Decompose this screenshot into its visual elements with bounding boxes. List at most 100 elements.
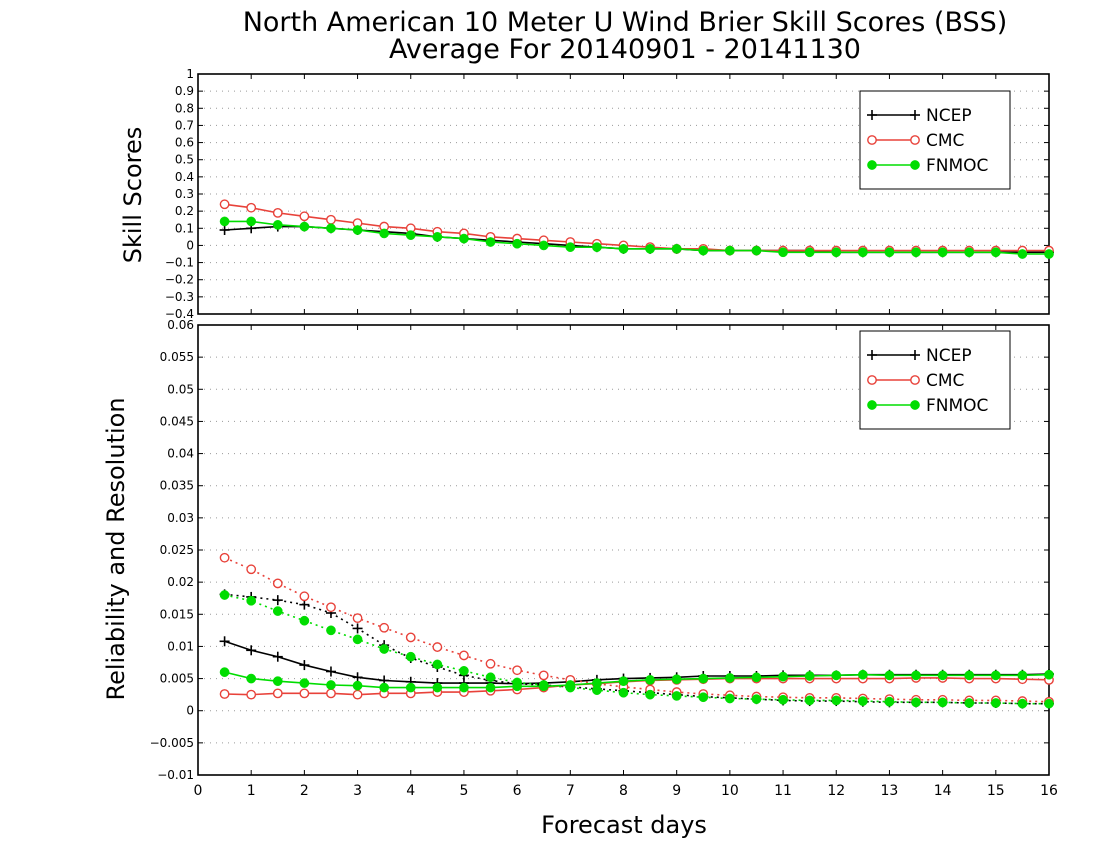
marker-cmc bbox=[272, 688, 283, 699]
marker-cmc bbox=[299, 211, 310, 222]
marker-fnmoc bbox=[884, 670, 895, 681]
y-tick-label: 0.6 bbox=[175, 136, 194, 150]
x-tick-label: 12 bbox=[827, 783, 845, 799]
marker-fnmoc bbox=[751, 672, 762, 683]
x-tick-label: 6 bbox=[513, 783, 522, 799]
x-tick-label: 7 bbox=[566, 783, 575, 799]
marker-ncep bbox=[910, 110, 920, 120]
x-tick-label: 0 bbox=[194, 783, 203, 799]
marker-fnmoc bbox=[299, 678, 310, 688]
x-tick-label: 8 bbox=[619, 783, 628, 799]
y-tick-label: 0.055 bbox=[160, 350, 194, 364]
marker-cmc bbox=[246, 202, 257, 213]
marker-fnmoc bbox=[326, 223, 336, 234]
marker-fnmoc bbox=[990, 698, 1001, 708]
y-tick-label: 0.015 bbox=[160, 607, 194, 621]
marker-fnmoc bbox=[831, 247, 842, 258]
marker-fnmoc bbox=[645, 675, 655, 685]
marker-fnmoc bbox=[698, 245, 709, 256]
marker-cmc bbox=[246, 689, 257, 700]
x-tick-label: 16 bbox=[1040, 783, 1058, 799]
chart-title: North American 10 Meter U Wind Brier Ski… bbox=[243, 7, 1008, 38]
top-y-axis-label: Skill Scores bbox=[119, 127, 147, 264]
marker-cmc bbox=[326, 688, 336, 699]
marker-fnmoc bbox=[246, 216, 257, 227]
marker-cmc bbox=[867, 375, 877, 385]
marker-cmc bbox=[299, 688, 310, 699]
marker-fnmoc bbox=[405, 230, 416, 240]
reliability-panel: 0.060.0550.050.0450.040.0350.030.0250.02… bbox=[150, 318, 1058, 799]
marker-cmc bbox=[272, 578, 283, 589]
marker-fnmoc bbox=[867, 400, 877, 410]
marker-fnmoc bbox=[219, 216, 230, 227]
marker-cmc bbox=[246, 564, 257, 575]
marker-fnmoc bbox=[698, 692, 709, 703]
marker-fnmoc bbox=[857, 669, 868, 680]
marker-fnmoc bbox=[405, 651, 416, 662]
marker-fnmoc bbox=[618, 676, 629, 686]
x-tick-label: 11 bbox=[774, 783, 792, 799]
series-line-fnmoc bbox=[224, 594, 1049, 705]
y-tick-label: 0.01 bbox=[167, 639, 194, 653]
x-tick-label: 4 bbox=[406, 783, 415, 799]
marker-fnmoc bbox=[671, 691, 682, 701]
marker-cmc bbox=[219, 552, 230, 563]
marker-fnmoc bbox=[725, 245, 735, 256]
marker-cmc bbox=[538, 670, 549, 681]
marker-fnmoc bbox=[432, 682, 443, 693]
marker-fnmoc bbox=[937, 697, 948, 708]
x-tick-label: 5 bbox=[459, 783, 468, 799]
marker-cmc bbox=[432, 642, 443, 652]
marker-fnmoc bbox=[1017, 670, 1028, 681]
marker-cmc bbox=[379, 622, 390, 633]
y-tick-label: 0.05 bbox=[167, 382, 194, 396]
marker-fnmoc bbox=[1044, 698, 1054, 709]
marker-ncep bbox=[325, 666, 336, 677]
marker-fnmoc bbox=[725, 693, 735, 704]
bss-panel: 1 0.9 0.8 0.7 0.6 0.5 0.4 0.3 0.2 0.1 0 −0.1 −0.2 −0.… bbox=[165, 67, 1054, 321]
y-tick-label: −0.01 bbox=[157, 768, 194, 782]
marker-fnmoc bbox=[884, 247, 895, 258]
marker-cmc bbox=[910, 135, 920, 145]
marker-cmc bbox=[910, 375, 920, 385]
y-tick-label: 0.06 bbox=[167, 318, 194, 332]
marker-ncep bbox=[299, 599, 310, 610]
x-axis-label: Forecast days bbox=[541, 811, 707, 839]
x-tick-label: 2 bbox=[300, 783, 309, 799]
marker-ncep bbox=[219, 225, 230, 235]
marker-fnmoc bbox=[831, 695, 842, 706]
x-tick-label: 14 bbox=[934, 783, 952, 799]
y-tick-label: 0.4 bbox=[175, 170, 194, 184]
series-line-ncep bbox=[224, 593, 1049, 705]
marker-fnmoc bbox=[432, 659, 443, 670]
marker-fnmoc bbox=[272, 220, 283, 230]
marker-fnmoc bbox=[778, 247, 788, 258]
marker-cmc bbox=[405, 632, 416, 643]
x-tick-label: 15 bbox=[987, 783, 1005, 799]
y-tick-label: −0.4 bbox=[165, 307, 194, 321]
marker-fnmoc bbox=[538, 680, 549, 690]
marker-cmc bbox=[352, 689, 363, 700]
y-tick-label: 0.035 bbox=[160, 479, 194, 493]
legend-label-fnmoc: FNMOC bbox=[926, 396, 988, 416]
marker-fnmoc bbox=[352, 680, 363, 691]
marker-fnmoc bbox=[884, 696, 895, 707]
marker-cmc bbox=[326, 602, 336, 613]
y-tick-label: 0 bbox=[186, 704, 194, 718]
marker-fnmoc bbox=[565, 682, 576, 693]
marker-cmc bbox=[219, 199, 230, 210]
y-tick-label: 0.1 bbox=[175, 221, 194, 235]
x-tick-label: 9 bbox=[672, 783, 681, 799]
marker-fnmoc bbox=[857, 696, 868, 706]
marker-fnmoc bbox=[910, 160, 920, 170]
marker-fnmoc bbox=[299, 221, 310, 232]
y-tick-label: 0 bbox=[186, 238, 194, 252]
marker-fnmoc bbox=[538, 240, 549, 251]
marker-ncep bbox=[246, 645, 257, 656]
y-tick-label: 0.3 bbox=[175, 187, 194, 201]
y-tick-label: −0.3 bbox=[165, 290, 194, 304]
marker-fnmoc bbox=[937, 670, 948, 681]
y-tick-label: −0.2 bbox=[165, 273, 194, 287]
marker-ncep bbox=[910, 350, 920, 360]
